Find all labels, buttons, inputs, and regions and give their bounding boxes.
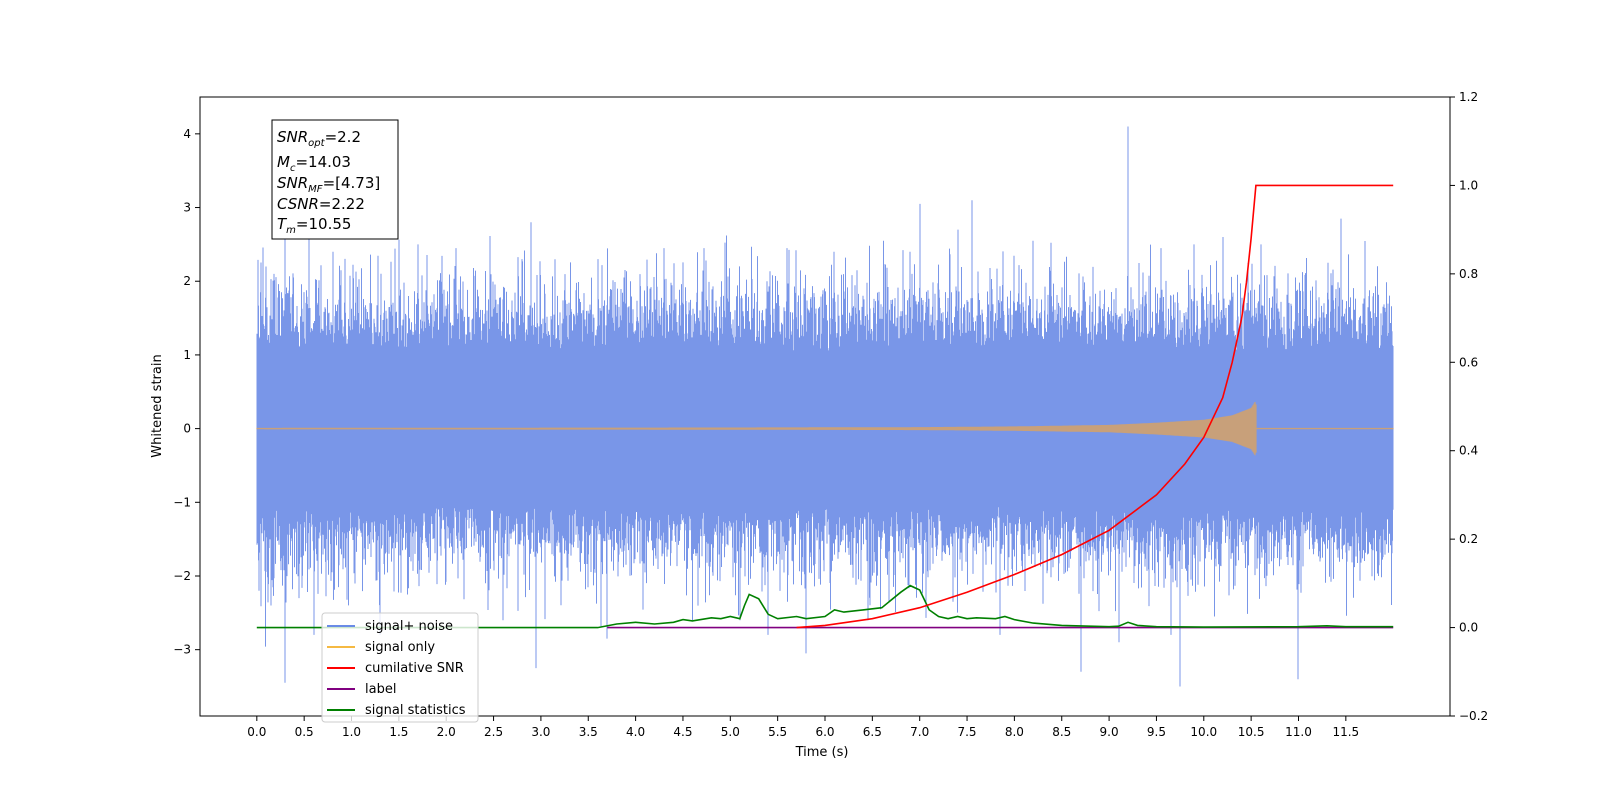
cumulative-snr-series [796, 184, 1394, 629]
y-left-tick-label: 0 [183, 422, 191, 436]
x-tick-label: 4.5 [673, 725, 692, 739]
signal-only-line [256, 402, 1394, 456]
legend-label: signal statistics [365, 703, 466, 718]
x-axis-ticks: 0.0 0.5 1.0 1.5 2.0 2.5 3.0 3.5 4.0 4.5 5.0 5.5 6.0 6… [247, 716, 1359, 739]
signal-only-series [256, 402, 1394, 456]
legend: signal+ noise signal only cumilative SNR la… [321, 612, 479, 723]
x-tick-label: 1.5 [389, 725, 408, 739]
y-left-tick-label: −1 [173, 495, 191, 509]
x-tick-label: 1.0 [342, 725, 361, 739]
x-tick-label: 10.5 [1238, 725, 1265, 739]
y-right-tick-label: −0.2 [1459, 709, 1488, 723]
x-tick-label: 2.0 [437, 725, 456, 739]
y-left-tick-label: 3 [183, 201, 191, 215]
signal-statistics-series [256, 584, 1394, 629]
annotation-snr-opt: SNRopt=2.2 [277, 128, 361, 149]
annotation-tm: Tm=10.55 [277, 215, 351, 236]
cumulative-snr-line [796, 184, 1394, 629]
annotation-snr-mf: SNRMF=[4.73] [277, 174, 380, 195]
x-tick-label: 2.5 [484, 725, 503, 739]
y-left-tick-label: 4 [183, 127, 191, 141]
x-axis-label: Time (s) [795, 745, 849, 760]
x-tick-label: 11.5 [1332, 725, 1359, 739]
x-tick-label: 4.0 [626, 725, 645, 739]
y-right-tick-label: 1.2 [1459, 90, 1478, 104]
x-tick-label: 3.0 [531, 725, 550, 739]
x-tick-label: 9.0 [1100, 725, 1119, 739]
x-tick-label: 9.5 [1147, 725, 1166, 739]
y-right-tick-label: 0.4 [1459, 444, 1478, 458]
x-tick-label: 0.0 [247, 725, 266, 739]
legend-label: signal+ noise [365, 619, 453, 634]
x-tick-label: 8.0 [1005, 725, 1024, 739]
y-left-tick-label: −3 [173, 643, 191, 657]
annotation-csnr: CSNR=2.22 [277, 195, 365, 213]
legend-label: cumilative SNR [365, 661, 464, 676]
y-right-tick-label: 1.0 [1459, 178, 1478, 192]
y-right-tick-label: 0.0 [1459, 621, 1478, 635]
legend-label: signal only [365, 640, 435, 655]
x-tick-label: 7.5 [957, 725, 976, 739]
y-left-tick-label: 1 [183, 348, 191, 362]
stats-annotation-box: SNRopt=2.2 Mc=14.03 SNRMF=[4.73] CSNR=2.… [271, 119, 399, 240]
x-tick-label: 6.0 [815, 725, 834, 739]
x-tick-label: 8.5 [1052, 725, 1071, 739]
x-tick-label: 6.5 [863, 725, 882, 739]
y-left-tick-label: −2 [173, 569, 191, 583]
y-axis-left-label: Whitened strain [150, 354, 165, 457]
y-right-tick-label: 0.8 [1459, 267, 1478, 281]
signal-statistics-line [256, 584, 1394, 629]
y-axis-left-ticks: −3 −2 −1 0 1 2 3 4 [173, 127, 200, 657]
y-left-tick-label: 2 [183, 274, 191, 288]
annotation-mc: Mc=14.03 [277, 153, 351, 174]
x-tick-label: 5.0 [721, 725, 740, 739]
x-tick-label: 3.5 [579, 725, 598, 739]
y-axis-right-ticks: −0.2 0.0 0.2 0.4 0.6 0.8 1.0 1.2 [1450, 90, 1488, 723]
x-tick-label: 7.0 [910, 725, 929, 739]
legend-label: label [365, 682, 396, 697]
x-tick-label: 0.5 [295, 725, 314, 739]
x-tick-label: 11.0 [1285, 725, 1312, 739]
x-tick-label: 5.5 [768, 725, 787, 739]
y-right-tick-label: 0.6 [1459, 355, 1478, 369]
x-tick-label: 10.0 [1190, 725, 1217, 739]
y-right-tick-label: 0.2 [1459, 532, 1478, 546]
